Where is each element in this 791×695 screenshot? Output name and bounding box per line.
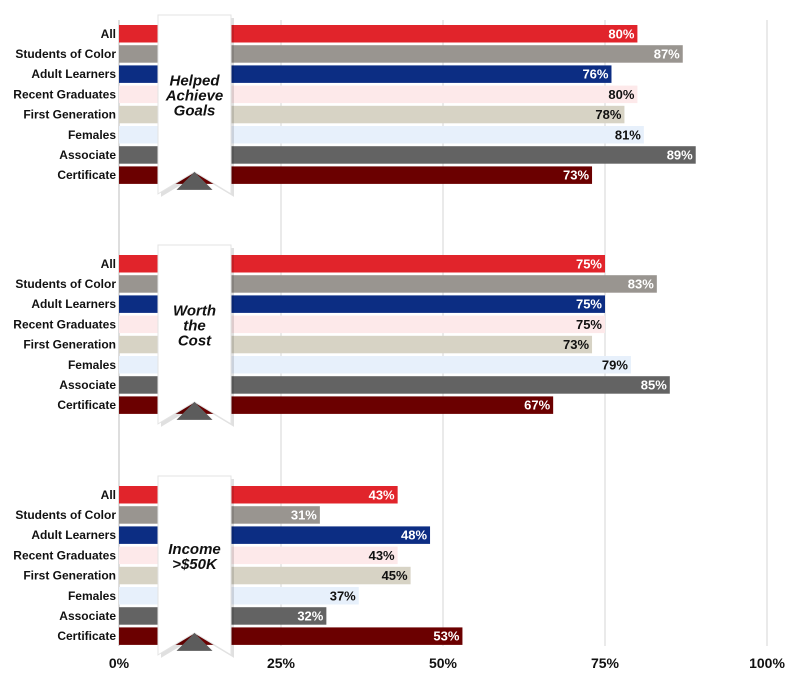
panel-title-line: Worth bbox=[173, 303, 216, 320]
x-tick-label: 100% bbox=[749, 655, 785, 671]
bar-value-label: 73% bbox=[563, 337, 589, 352]
bar bbox=[119, 587, 359, 605]
bar-value-label: 81% bbox=[615, 127, 641, 142]
category-label: All bbox=[101, 27, 116, 41]
category-label: Associate bbox=[59, 148, 116, 162]
x-tick-label: 25% bbox=[267, 655, 296, 671]
bar bbox=[119, 65, 612, 83]
bar-value-label: 43% bbox=[369, 487, 395, 502]
category-label: Females bbox=[68, 128, 116, 142]
bar-value-label: 79% bbox=[602, 357, 628, 372]
bar bbox=[119, 85, 638, 104]
panel-title-line: Helped bbox=[169, 73, 220, 90]
category-label: First Generation bbox=[23, 569, 116, 583]
bar bbox=[119, 45, 683, 63]
x-tick-label: 75% bbox=[591, 655, 620, 671]
bar bbox=[119, 105, 625, 124]
banner-notch bbox=[176, 632, 213, 651]
category-label: Adult Learners bbox=[31, 297, 116, 311]
panel-title-line: Goals bbox=[174, 103, 216, 120]
category-label: First Generation bbox=[23, 338, 116, 352]
x-tick-label: 0% bbox=[109, 655, 130, 671]
bar bbox=[119, 166, 593, 184]
bar-value-label: 48% bbox=[401, 528, 427, 543]
bar-value-label: 89% bbox=[667, 147, 693, 162]
category-label: Certificate bbox=[57, 168, 116, 182]
panel-title-line: Achieve bbox=[165, 88, 224, 105]
bar-value-label: 80% bbox=[608, 26, 634, 41]
category-label: Recent Graduates bbox=[13, 317, 116, 331]
bar bbox=[119, 275, 657, 293]
category-label: Students of Color bbox=[15, 47, 116, 61]
panel-title-line: Cost bbox=[178, 333, 212, 350]
bar bbox=[119, 335, 593, 354]
banner-ribbon bbox=[157, 244, 232, 425]
bar-value-label: 45% bbox=[382, 568, 408, 583]
bar-value-label: 75% bbox=[576, 297, 602, 312]
panel-1-bars: 80%87%76%80%78%81%89%73% bbox=[119, 25, 696, 184]
bar bbox=[119, 315, 605, 334]
bar-value-label: 83% bbox=[628, 276, 654, 291]
bar bbox=[119, 126, 644, 144]
bar bbox=[119, 146, 696, 164]
bar-value-label: 80% bbox=[608, 87, 634, 102]
category-label: All bbox=[101, 488, 116, 502]
bar bbox=[119, 356, 631, 374]
category-label: Associate bbox=[59, 609, 116, 623]
category-label: Recent Graduates bbox=[13, 87, 116, 101]
bar-value-label: 85% bbox=[641, 377, 667, 392]
category-label: Associate bbox=[59, 378, 116, 392]
bar-value-label: 31% bbox=[291, 507, 317, 522]
bar-value-label: 37% bbox=[330, 588, 356, 603]
bars: 80%87%76%80%78%81%89%73%75%83%75%75%73%7… bbox=[119, 25, 696, 645]
bar-value-label: 78% bbox=[595, 107, 621, 122]
x-tick-label: 50% bbox=[429, 655, 458, 671]
bar-value-label: 73% bbox=[563, 168, 589, 183]
panel-title-line: >$50K bbox=[172, 556, 218, 573]
category-label: Students of Color bbox=[15, 277, 116, 291]
category-label: All bbox=[101, 257, 116, 271]
banner-notch bbox=[176, 171, 213, 190]
category-label: First Generation bbox=[23, 108, 116, 122]
panel-title-line: Income bbox=[168, 541, 221, 558]
category-label: Recent Graduates bbox=[13, 548, 116, 562]
bar bbox=[119, 255, 605, 273]
banner-notch bbox=[176, 401, 213, 420]
bar bbox=[119, 376, 670, 394]
bar-value-label: 87% bbox=[654, 46, 680, 61]
bar-value-label: 53% bbox=[433, 629, 459, 644]
category-label: Females bbox=[68, 358, 116, 372]
banner-ribbon bbox=[157, 14, 232, 195]
panel-title-line: the bbox=[183, 318, 206, 335]
bar bbox=[119, 295, 605, 313]
category-label: Students of Color bbox=[15, 508, 116, 522]
bar-value-label: 76% bbox=[582, 67, 608, 82]
category-label: Adult Learners bbox=[31, 67, 116, 81]
bar-value-label: 32% bbox=[297, 608, 323, 623]
category-label: Certificate bbox=[57, 629, 116, 643]
bar-value-label: 43% bbox=[369, 548, 395, 563]
category-labels: All Students of Color Adult Learners Recent… bbox=[13, 27, 116, 643]
category-label: Females bbox=[68, 589, 116, 603]
x-axis-ticks: 0% 25% 50% 75% 100% bbox=[109, 655, 786, 671]
bar bbox=[119, 25, 638, 43]
category-label: Certificate bbox=[57, 398, 116, 412]
category-label: Adult Learners bbox=[31, 528, 116, 542]
bar-value-label: 75% bbox=[576, 317, 602, 332]
bar-value-label: 75% bbox=[576, 256, 602, 271]
panel-3-banner: Income>$50K bbox=[157, 475, 234, 658]
bar-value-label: 67% bbox=[524, 398, 550, 413]
banner-ribbon bbox=[157, 475, 232, 656]
